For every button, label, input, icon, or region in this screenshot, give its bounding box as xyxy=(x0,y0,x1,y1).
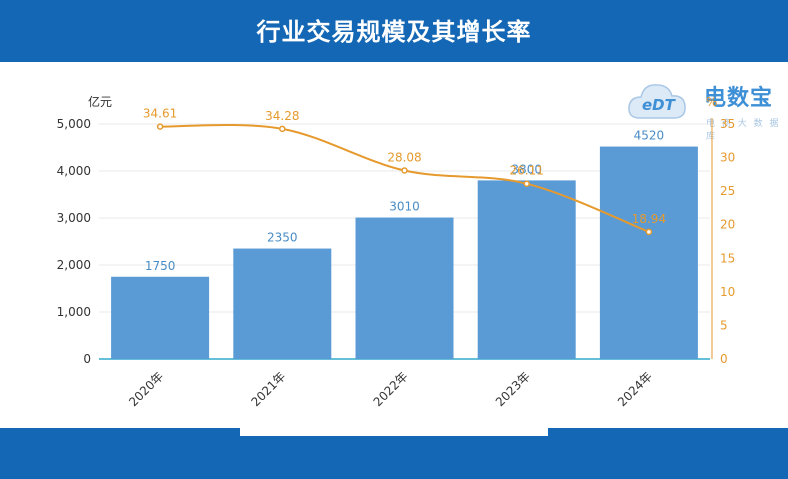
line-value-label: 34.28 xyxy=(265,109,299,123)
left-axis: 0 1,000 2,000 3,000 4,000 5,000 xyxy=(57,117,91,366)
right-axis: 0 5 10 15 20 25 30 35 xyxy=(711,117,735,366)
line-point xyxy=(401,167,408,174)
right-tick-label: 35 xyxy=(720,117,735,131)
logo-mark: eDT xyxy=(642,96,675,114)
right-axis-unit: % xyxy=(706,95,717,109)
left-tick-label: 1,000 xyxy=(57,305,91,319)
footer-band xyxy=(0,428,788,479)
bar-value-label: 1750 xyxy=(145,259,176,273)
right-tick-label: 15 xyxy=(720,251,735,265)
growth-rate-points xyxy=(156,123,653,236)
bar xyxy=(355,217,454,359)
right-tick-label: 30 xyxy=(720,151,735,165)
left-tick-label: 4,000 xyxy=(57,164,91,178)
bar-labels: 1750 2350 3010 3800 4520 xyxy=(145,129,664,273)
right-tick-label: 25 xyxy=(720,184,735,198)
footer-gap xyxy=(240,428,548,436)
x-tick-labels: 2020年 2021年 2022年 2023年 2024年 xyxy=(126,369,655,409)
x-tick-label: 2024年 xyxy=(615,369,655,409)
bar-value-label: 4520 xyxy=(634,129,665,143)
header-band xyxy=(0,0,788,62)
left-tick-label: 2,000 xyxy=(57,258,91,272)
left-tick-label: 0 xyxy=(83,352,91,366)
x-tick-label: 2023年 xyxy=(493,369,533,409)
left-tick-label: 5,000 xyxy=(57,117,91,131)
combo-chart: 0 1,000 2,000 3,000 4,000 5,000 0 5 10 15 20 25 30 3… xyxy=(57,94,736,409)
bar-value-label: 2350 xyxy=(267,231,298,245)
line-point xyxy=(523,180,530,187)
logo-text: 电数宝 xyxy=(704,86,774,111)
bar-value-label: 3010 xyxy=(389,200,420,214)
bar xyxy=(233,248,332,359)
line-point xyxy=(279,125,286,133)
logo-subtitle: 电 商 大 数 据 库 xyxy=(706,119,781,142)
cloud-logo-icon xyxy=(628,84,686,119)
x-tick-label: 2020年 xyxy=(126,369,166,409)
left-tick-label: 3,000 xyxy=(57,211,91,225)
bar xyxy=(477,180,576,359)
line-point xyxy=(156,123,164,130)
right-tick-label: 10 xyxy=(720,285,735,299)
x-tick-label: 2022年 xyxy=(371,369,411,409)
right-tick-label: 0 xyxy=(720,352,728,366)
bar xyxy=(599,146,698,359)
logo: eDT 电数宝 电 商 大 数 据 库 xyxy=(624,72,788,142)
bar-value-label: 3800 xyxy=(511,162,542,176)
bar-series xyxy=(111,146,698,359)
line-point xyxy=(645,228,653,236)
growth-rate-labels: 34.61 34.28 28.08 26.11 18.94 xyxy=(143,107,666,226)
line-value-label: 34.61 xyxy=(143,107,177,121)
line-value-label: 28.08 xyxy=(387,150,421,164)
right-tick-label: 5 xyxy=(720,318,728,332)
right-tick-label: 20 xyxy=(720,218,735,232)
left-axis-unit: 亿元 xyxy=(88,94,112,109)
chart-title: 行业交易规模及其增长率 xyxy=(256,18,532,46)
x-tick-label: 2021年 xyxy=(248,369,288,409)
line-value-label: 18.94 xyxy=(632,212,666,226)
line-value-label: 26.11 xyxy=(510,164,544,178)
bar xyxy=(111,276,210,359)
